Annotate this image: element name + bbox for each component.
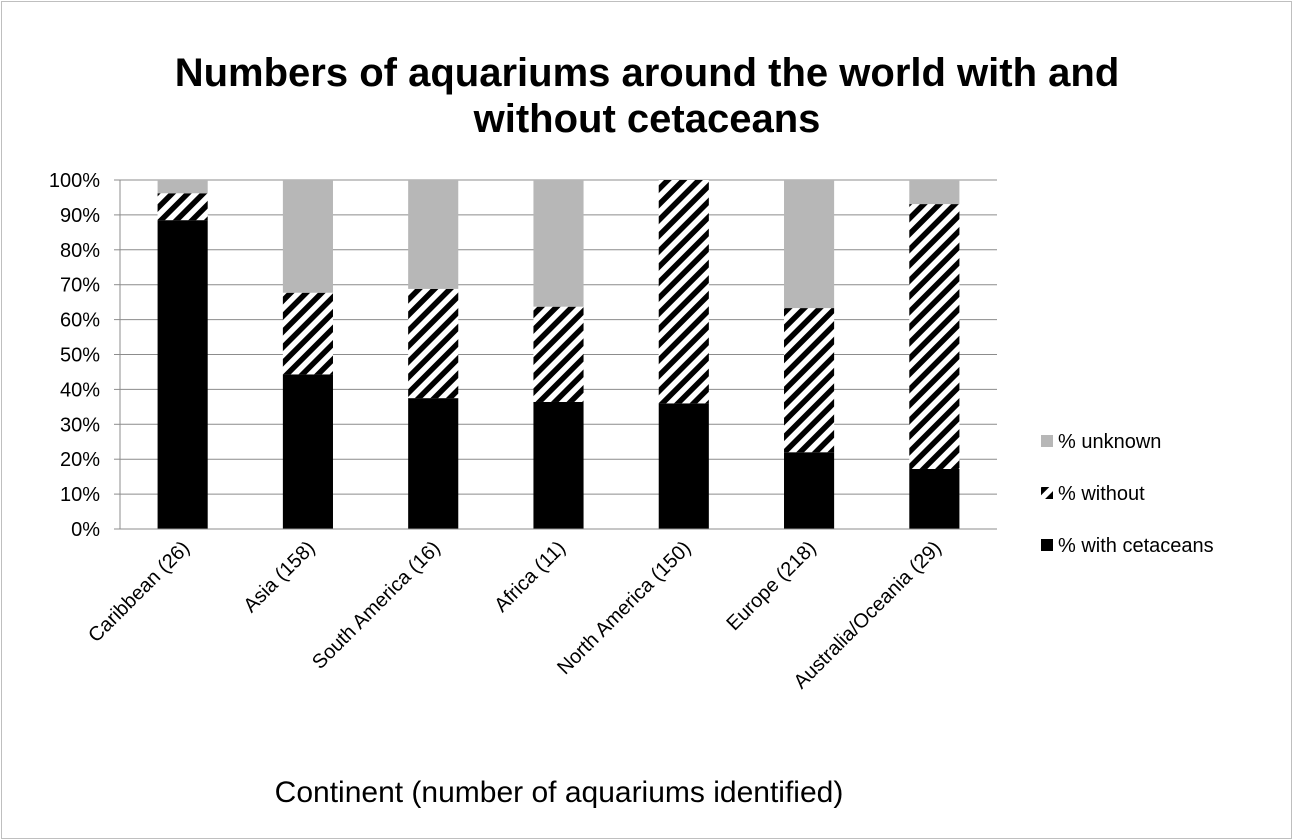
bars — [157, 180, 960, 529]
bar-without-asia-158 — [282, 292, 333, 375]
bar-unknown-africa-11 — [533, 180, 584, 307]
bar-unknown-australia-oceania-29 — [909, 180, 960, 205]
bar-unknown-caribbean-26 — [157, 180, 208, 194]
y-tick-label: 80% — [60, 240, 100, 262]
bar-with-cetaceans-south-america-16 — [408, 398, 459, 529]
x-axis-ticks: Caribbean (26) Asia (158)South America (1… — [84, 528, 997, 693]
x-axis-label: Continent (number of aquariums identifie… — [275, 776, 844, 809]
legend-swatch-unknown — [1041, 435, 1053, 447]
y-tick-label: 50% — [60, 345, 100, 367]
y-tick-label: 10% — [60, 484, 100, 506]
y-tick-label: 30% — [60, 414, 100, 436]
y-tick-label: 90% — [60, 205, 100, 227]
x-tick-label: Caribbean (26) — [84, 537, 194, 647]
bar-with-cetaceans-asia-158 — [282, 374, 333, 529]
bar-without-south-america-16 — [408, 288, 459, 399]
x-tick-label: North America (150) — [553, 537, 695, 679]
legend-label-without: % without — [1058, 483, 1145, 505]
bar-without-europe-218 — [784, 308, 835, 453]
chart-title-line-1: Numbers of aquariums around the world wi… — [175, 51, 1120, 95]
bar-without-north-america-150 — [658, 180, 709, 404]
x-tick-label: Asia (158) — [239, 537, 319, 617]
bar-without-africa-11 — [533, 306, 584, 402]
legend-swatch-with-cetaceans — [1041, 539, 1053, 551]
legend-swatch-without — [1041, 487, 1053, 499]
y-tick-label: 100% — [49, 170, 100, 192]
y-tick-label: 40% — [60, 379, 100, 401]
y-tick-label: 70% — [60, 275, 100, 297]
bar-unknown-south-america-16 — [408, 180, 459, 289]
bar-with-cetaceans-africa-11 — [533, 401, 584, 529]
y-tick-label: 60% — [60, 310, 100, 332]
x-tick-label: Africa (11) — [490, 537, 570, 617]
legend-label-unknown: % unknown — [1058, 431, 1161, 453]
y-tick-label: 20% — [60, 449, 100, 471]
chart-title-line-2: without cetaceans — [473, 97, 821, 141]
bar-unknown-europe-218 — [784, 180, 835, 309]
bar-with-cetaceans-europe-218 — [784, 452, 835, 529]
legend-label-with-cetaceans: % with cetaceans — [1058, 535, 1214, 557]
legend: % unknown % without % with cetaceans — [1041, 431, 1214, 557]
y-axis-ticks: 0% 10% 20% 30% 40% 50% 60% 70% 80% 90% 100% — [49, 170, 121, 541]
bar-with-cetaceans-australia-oceania-29 — [909, 468, 960, 529]
bar-with-cetaceans-caribbean-26 — [157, 220, 208, 529]
bar-unknown-asia-158 — [282, 180, 333, 293]
bar-without-australia-oceania-29 — [909, 204, 960, 469]
x-tick-label: Europe (218) — [722, 537, 820, 635]
x-tick-label: South America (16) — [308, 537, 445, 674]
y-tick-label: 0% — [71, 519, 100, 541]
bar-without-caribbean-26 — [157, 193, 208, 221]
x-tick-label: Australia/Oceania (29) — [790, 537, 946, 693]
bar-with-cetaceans-north-america-150 — [658, 403, 709, 529]
